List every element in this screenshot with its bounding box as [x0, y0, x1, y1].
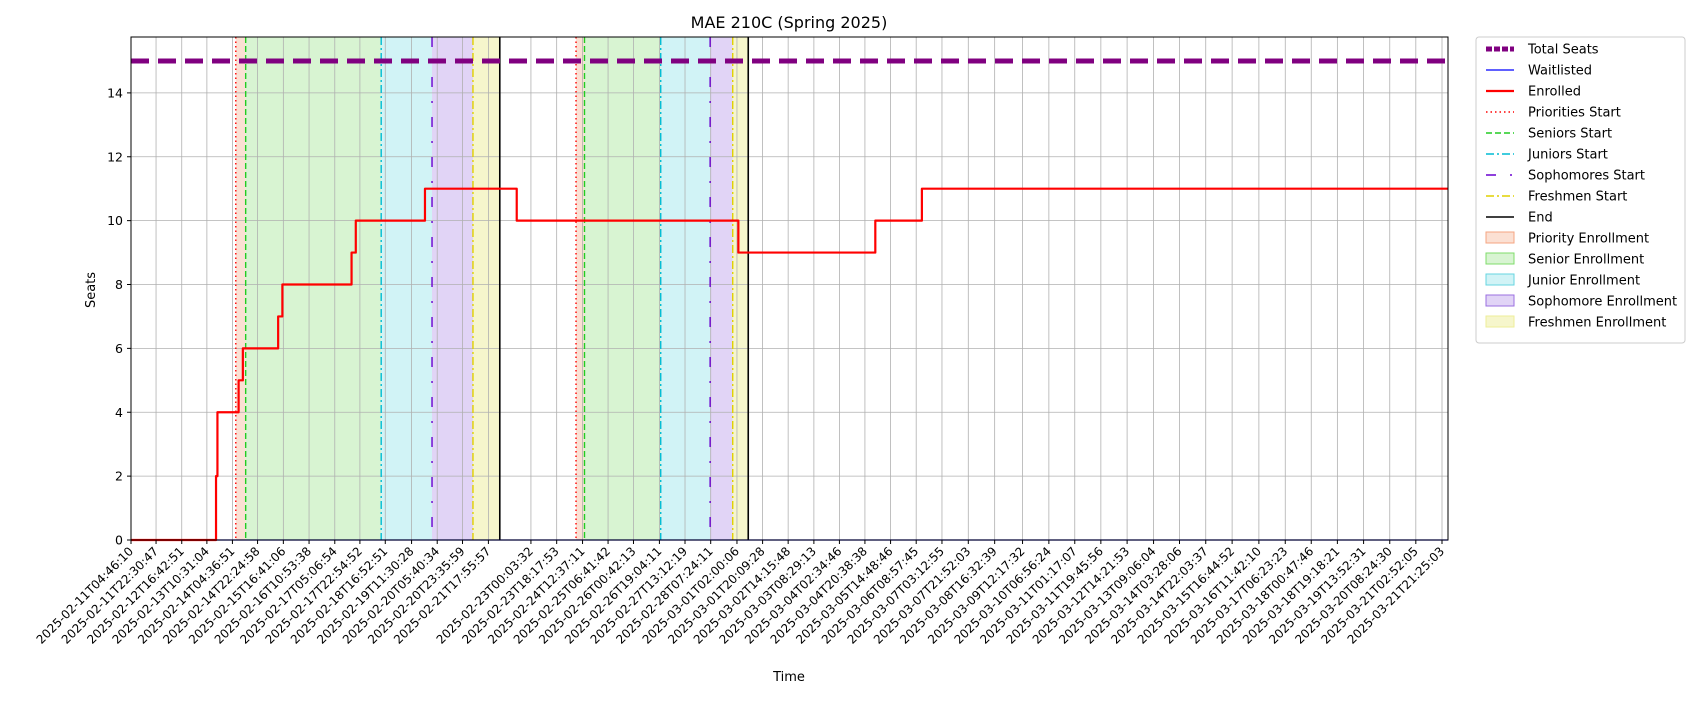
- legend-label: Juniors Start: [1527, 148, 1608, 163]
- y-ticks: 0 2 4 6 8 10 12 14: [107, 85, 131, 548]
- legend-label: Priorities Start: [1528, 106, 1621, 121]
- y-tick-label: 14: [107, 85, 123, 100]
- legend-swatch: [1485, 294, 1515, 307]
- senior-enrollment-span: [245, 37, 382, 540]
- legend-label: Junior Enrollment: [1527, 274, 1640, 289]
- y-tick-label: 4: [115, 405, 123, 420]
- legend-label: Priority Enrollment: [1528, 232, 1649, 247]
- legend-label: Freshmen Start: [1528, 190, 1627, 205]
- phase-lines: [235, 37, 750, 540]
- freshmen-enrollment-span: [472, 37, 500, 540]
- plot-frame: [130, 36, 1449, 541]
- y-tick-label: 2: [115, 469, 123, 484]
- junior-enrollment-span: [660, 37, 711, 540]
- legend-frame: [1475, 36, 1686, 344]
- legend-label: End: [1528, 211, 1553, 226]
- sophomore-enrollment-span: [710, 37, 733, 540]
- y-tick-label: 12: [107, 149, 123, 164]
- senior-enrollment-span: [584, 37, 661, 540]
- enrollment-spans: [235, 37, 749, 540]
- legend-label: Freshmen Enrollment: [1528, 316, 1666, 331]
- grid: [130, 37, 1448, 541]
- sophomore-enrollment-span: [432, 37, 473, 540]
- x-axis-label: Time: [772, 670, 805, 685]
- y-tick-label: 6: [115, 341, 123, 356]
- junior-enrollment-span: [381, 37, 433, 540]
- legend-label: Enrolled: [1528, 85, 1581, 100]
- y-tick-label: 0: [115, 533, 123, 548]
- y-axis-label: Seats: [84, 272, 99, 308]
- x-ticks: 2025-02-11T04:46:102025-02-11T22:30:4720…: [34, 540, 1447, 647]
- enrolled-series: [131, 187, 1448, 542]
- legend-swatch: [1485, 315, 1515, 328]
- legend-label: Sophomores Start: [1528, 169, 1645, 184]
- freshmen-enrollment-span: [732, 37, 749, 540]
- legend-swatch: [1485, 273, 1515, 286]
- legend-label: Total Seats: [1527, 43, 1599, 58]
- legend-label: Sophomore Enrollment: [1528, 295, 1677, 310]
- priority-enrollment-span: [235, 37, 246, 540]
- legend: Total Seats Waitlisted Enrolled Priorities …: [1475, 36, 1686, 344]
- legend-label: Senior Enrollment: [1528, 253, 1644, 268]
- y-tick-label: 8: [115, 277, 123, 292]
- y-tick-label: 10: [107, 213, 123, 228]
- priority-enrollment-span: [576, 37, 585, 540]
- legend-label: Waitlisted: [1528, 64, 1592, 79]
- legend-swatch: [1485, 252, 1515, 265]
- legend-label: Seniors Start: [1528, 127, 1612, 142]
- legend-swatch: [1485, 231, 1515, 244]
- chart-title: MAE 210C (Spring 2025): [691, 13, 888, 32]
